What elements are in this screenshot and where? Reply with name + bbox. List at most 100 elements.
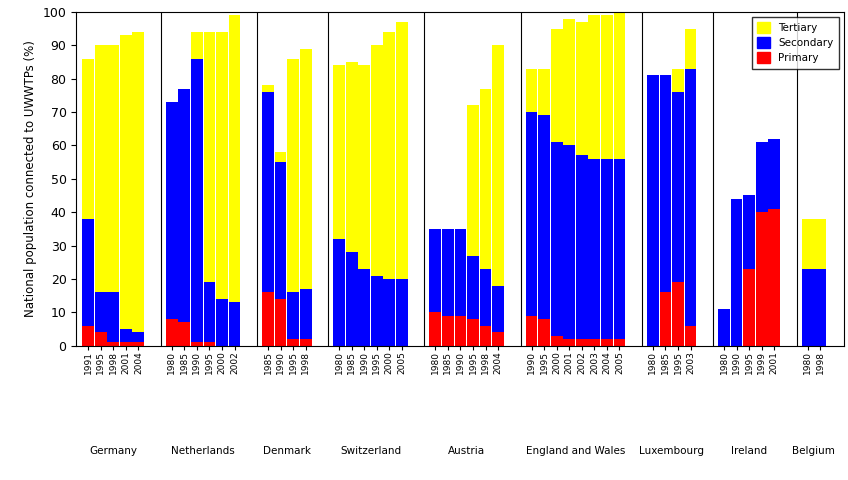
Bar xyxy=(614,159,625,339)
Bar xyxy=(756,142,767,212)
Bar xyxy=(684,29,696,69)
Bar xyxy=(178,89,190,322)
Bar xyxy=(108,45,119,292)
Bar xyxy=(95,332,107,346)
Bar xyxy=(801,219,813,269)
Legend: Tertiary, Secondary, Primary: Tertiary, Secondary, Primary xyxy=(752,17,839,69)
Bar xyxy=(814,219,826,269)
Text: England and Wales: England and Wales xyxy=(526,445,625,456)
Bar xyxy=(191,59,203,342)
Bar xyxy=(480,269,492,325)
Bar xyxy=(672,282,683,346)
Bar xyxy=(647,75,659,346)
Bar xyxy=(684,325,696,346)
Bar xyxy=(95,45,107,292)
Bar xyxy=(480,325,492,346)
Bar xyxy=(82,59,94,219)
Bar xyxy=(95,292,107,332)
Bar xyxy=(204,32,215,282)
Bar xyxy=(492,46,504,286)
Text: Luxembourg: Luxembourg xyxy=(639,445,704,456)
Bar xyxy=(743,269,755,346)
Bar xyxy=(814,269,826,346)
Bar xyxy=(429,229,441,312)
Bar xyxy=(383,279,395,346)
Bar xyxy=(614,12,625,159)
Bar xyxy=(526,315,538,346)
Text: Netherlands: Netherlands xyxy=(171,445,235,456)
Bar xyxy=(287,339,299,346)
Bar xyxy=(346,62,358,252)
Bar xyxy=(467,255,479,319)
Bar xyxy=(359,269,370,346)
Bar xyxy=(455,315,466,346)
Bar xyxy=(550,29,562,142)
Bar xyxy=(204,342,215,346)
Bar xyxy=(467,319,479,346)
Bar xyxy=(563,339,575,346)
Text: Switzerland: Switzerland xyxy=(340,445,401,456)
Bar xyxy=(801,269,813,346)
Bar xyxy=(768,209,780,346)
Bar xyxy=(383,32,395,279)
Bar xyxy=(191,32,203,59)
Bar xyxy=(467,106,479,255)
Bar xyxy=(275,299,287,346)
Bar xyxy=(132,32,144,332)
Bar xyxy=(216,299,228,346)
Bar xyxy=(396,22,408,279)
Bar xyxy=(492,286,504,332)
Bar xyxy=(526,112,538,315)
Bar xyxy=(166,102,177,319)
Y-axis label: National population connected to UWWTPs (%): National population connected to UWWTPs … xyxy=(24,40,37,317)
Bar xyxy=(601,339,613,346)
Bar xyxy=(614,339,625,346)
Bar xyxy=(589,15,600,159)
Bar xyxy=(442,315,454,346)
Bar xyxy=(589,339,600,346)
Bar xyxy=(480,89,492,269)
Bar xyxy=(262,292,274,346)
Bar xyxy=(396,279,408,346)
Bar xyxy=(346,252,358,346)
Bar xyxy=(216,32,228,299)
Bar xyxy=(589,159,600,339)
Bar xyxy=(526,69,538,112)
Bar xyxy=(492,332,504,346)
Bar xyxy=(300,48,311,289)
Bar xyxy=(429,312,441,346)
Bar xyxy=(275,162,287,299)
Bar xyxy=(768,139,780,209)
Text: Ireland: Ireland xyxy=(731,445,767,456)
Bar xyxy=(455,229,466,315)
Bar xyxy=(108,342,119,346)
Bar xyxy=(743,195,755,269)
Bar xyxy=(132,342,144,346)
Bar xyxy=(538,319,550,346)
Bar xyxy=(229,302,241,346)
Bar xyxy=(718,309,730,346)
Bar xyxy=(178,322,190,346)
Bar xyxy=(166,319,177,346)
Bar xyxy=(120,329,131,342)
Bar xyxy=(82,325,94,346)
Bar xyxy=(300,289,311,339)
Bar xyxy=(660,75,672,292)
Bar xyxy=(576,339,588,346)
Bar xyxy=(371,45,382,276)
Bar xyxy=(660,292,672,346)
Bar xyxy=(108,292,119,342)
Bar xyxy=(262,92,274,292)
Bar xyxy=(204,282,215,342)
Bar xyxy=(601,15,613,159)
Bar xyxy=(442,229,454,315)
Bar xyxy=(538,69,550,115)
Bar xyxy=(550,142,562,336)
Bar xyxy=(229,15,241,302)
Bar xyxy=(538,115,550,319)
Text: Belgium: Belgium xyxy=(793,445,835,456)
Bar xyxy=(275,152,287,162)
Bar xyxy=(120,36,131,329)
Text: Germany: Germany xyxy=(89,445,137,456)
Bar xyxy=(82,219,94,325)
